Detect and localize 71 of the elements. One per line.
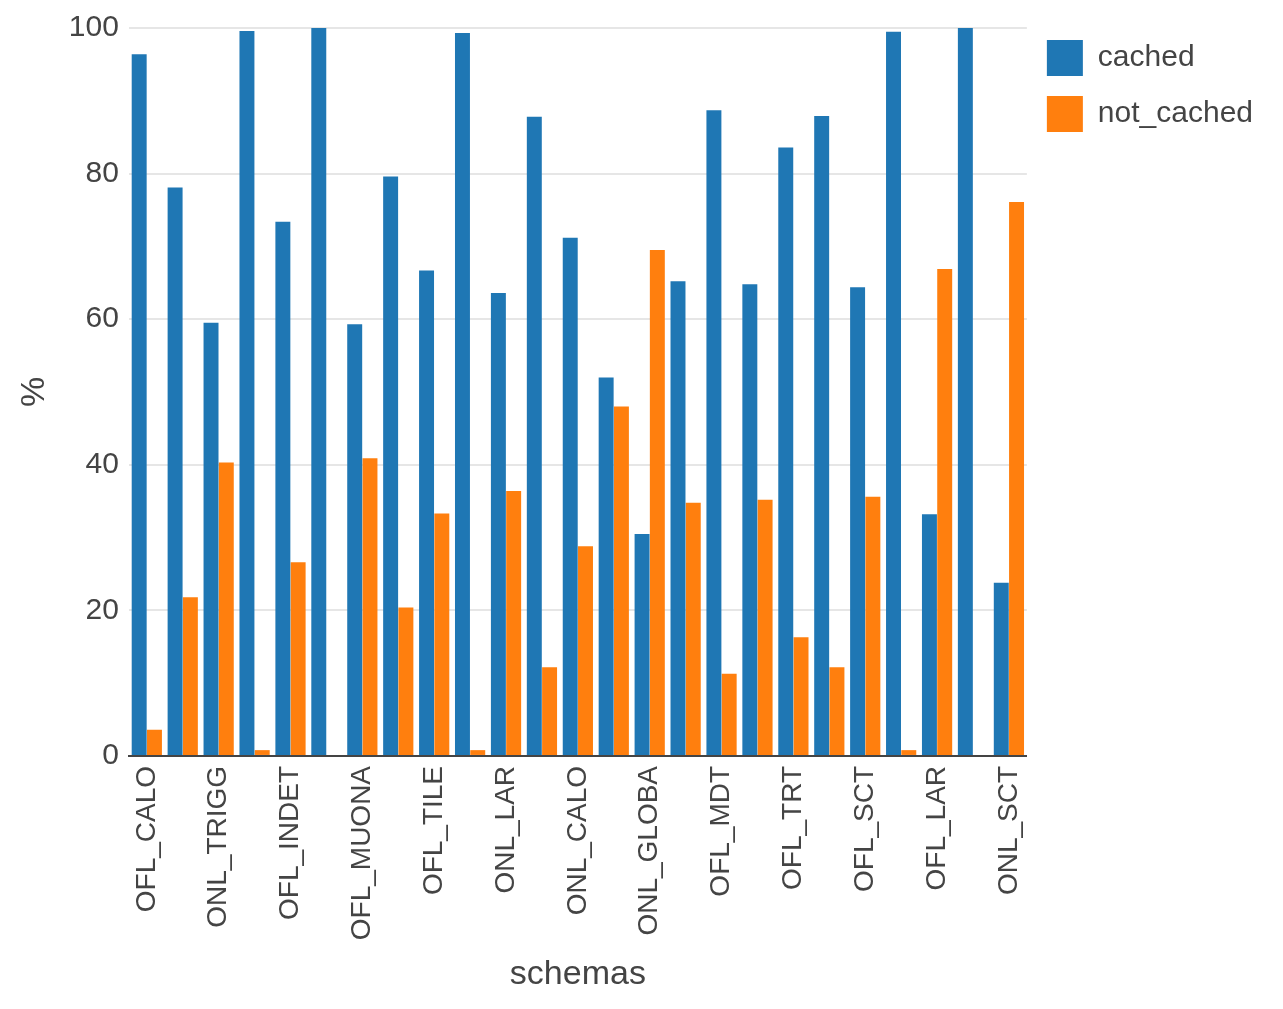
x-tick-label: OFL_SCT (847, 765, 879, 892)
bar (218, 462, 234, 755)
bar (829, 667, 845, 755)
bar (757, 499, 773, 755)
x-tick-label: OFL_MUONA (345, 765, 377, 941)
bar (254, 750, 270, 755)
bar (182, 597, 198, 755)
x-tick-label: OFL_LAR (919, 765, 951, 891)
y-tick-label: 60 (85, 300, 119, 334)
bar (778, 147, 794, 755)
bar (957, 28, 973, 755)
bar (239, 30, 255, 755)
y-axis-title: % (12, 376, 51, 408)
bar (742, 284, 758, 755)
bar (434, 513, 450, 755)
bar (993, 582, 1009, 755)
x-tick-label: ONL_TRIGG (201, 765, 233, 928)
bar (670, 281, 686, 755)
bar (347, 324, 363, 755)
x-tick-label: OFL_TRT (776, 765, 808, 890)
x-axis-title: schemas (509, 952, 646, 991)
y-tick-label: 20 (85, 591, 119, 625)
bar (865, 496, 881, 755)
bar (290, 562, 306, 755)
bar (814, 116, 830, 755)
bar (454, 33, 470, 755)
bar (634, 533, 650, 755)
bar (901, 750, 917, 755)
x-tick-label: OFL_TILE (416, 765, 448, 896)
bar (506, 490, 522, 755)
bar (419, 270, 435, 755)
bar (490, 292, 506, 755)
legend-label: cached (1097, 39, 1195, 73)
y-tick-label: 0 (102, 737, 119, 771)
bar (921, 514, 937, 755)
bar (721, 673, 737, 755)
bar (649, 250, 665, 755)
y-tick-label: 80 (85, 154, 119, 188)
bar (131, 54, 147, 755)
y-tick-label: 40 (85, 446, 119, 480)
y-tick-label: 100 (68, 9, 119, 43)
bar (886, 31, 901, 755)
bar (937, 268, 953, 755)
bar (613, 406, 629, 755)
bar (362, 458, 378, 755)
bar (146, 729, 162, 755)
bar (275, 221, 291, 755)
bar (526, 116, 542, 755)
bar (398, 607, 414, 755)
bar (685, 502, 701, 755)
bar (562, 237, 578, 755)
x-tick-label: ONL_GLOBA (632, 765, 664, 936)
bar (850, 287, 866, 755)
bar (203, 322, 219, 755)
bar (578, 546, 593, 755)
x-tick-label: ONL_CALO (560, 765, 592, 916)
bar (167, 187, 183, 755)
bar (793, 637, 809, 755)
bar (542, 667, 558, 755)
bar (1009, 201, 1025, 755)
x-tick-label: OFL_CALO (129, 765, 161, 913)
x-tick-label: OFL_INDET (273, 765, 305, 920)
x-tick-label: OFL_MDT (704, 765, 736, 897)
bar (706, 110, 722, 755)
legend-label: not_cached (1097, 95, 1254, 129)
bar (598, 377, 614, 755)
x-tick-label: ONL_LAR (488, 765, 520, 894)
bar (470, 750, 486, 755)
bar (311, 28, 327, 755)
bar (383, 176, 399, 755)
x-tick-label: ONL_SCT (991, 765, 1023, 896)
